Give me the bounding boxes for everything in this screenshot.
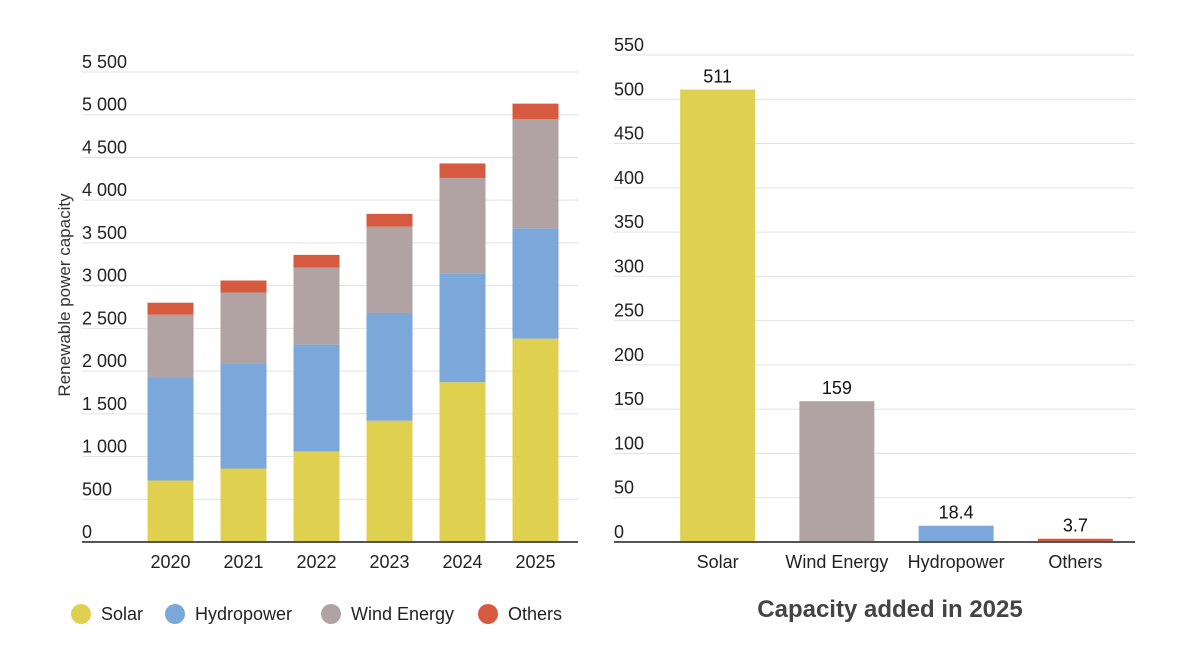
left-y-tick-label: 5 000 xyxy=(82,95,127,115)
left-x-tick-label: 2025 xyxy=(515,552,555,572)
left-y-axis-label: Renewable power capacity xyxy=(55,193,74,397)
legend-marker-others xyxy=(478,604,498,624)
left-y-tick-label: 3 500 xyxy=(82,223,127,243)
left-x-tick-label: 2020 xyxy=(150,552,190,572)
left-y-tick-labels: 0 500 1 000 1 500 2 000 2 500 3 000 3 500 4 000 4… xyxy=(82,52,127,542)
right-x-tick-label: Solar xyxy=(697,552,739,572)
right-bar-chart: 0 50 100 150 200 250 300 350 400 450 500 550 511 159… xyxy=(614,35,1135,623)
legend-label: Hydropower xyxy=(195,604,292,624)
right-y-tick-label: 550 xyxy=(614,35,644,55)
bar-wind-energy xyxy=(799,401,875,542)
data-label: 18.4 xyxy=(939,503,974,523)
left-y-tick-label: 1 000 xyxy=(82,437,127,457)
bar-segment-wind-energy xyxy=(220,292,267,364)
bar-others xyxy=(1037,538,1113,542)
bar-segment-hydropower xyxy=(512,228,559,339)
bar-segment-wind-energy xyxy=(293,267,340,345)
left-y-tick-label: 3 000 xyxy=(82,266,127,286)
bar-hydropower xyxy=(918,525,994,542)
bar-segment-solar xyxy=(439,382,486,542)
left-y-tick-label: 0 xyxy=(82,522,92,542)
left-bars xyxy=(147,103,559,542)
left-x-tick-label: 2021 xyxy=(223,552,263,572)
right-chart-title: Capacity added in 2025 xyxy=(757,596,1022,623)
data-label: 3.7 xyxy=(1063,516,1088,536)
bar-segment-others xyxy=(512,103,559,119)
bar-segment-wind-energy xyxy=(147,314,194,378)
bar-segment-solar xyxy=(147,480,194,542)
right-x-tick-label: Wind Energy xyxy=(785,552,888,572)
bar-segment-others xyxy=(293,254,340,268)
right-data-labels: 511 159 18.4 3.7 xyxy=(703,67,1088,536)
data-label: 159 xyxy=(822,378,852,398)
right-y-tick-label: 300 xyxy=(614,256,644,276)
bar-segment-hydropower xyxy=(220,363,267,469)
bar-segment-hydropower xyxy=(366,312,413,421)
legend-marker-solar xyxy=(71,604,91,624)
right-y-tick-label: 500 xyxy=(614,79,644,99)
right-y-tick-label: 450 xyxy=(614,124,644,144)
left-y-tick-label: 1 500 xyxy=(82,394,127,414)
bar-segment-hydropower xyxy=(147,377,194,481)
right-y-tick-label: 100 xyxy=(614,433,644,453)
right-x-tick-label: Others xyxy=(1048,552,1102,572)
left-y-tick-label: 4 500 xyxy=(82,137,127,157)
right-x-tick-labels: Solar Wind Energy Hydropower Others xyxy=(697,552,1103,572)
right-y-tick-label: 0 xyxy=(614,522,624,542)
bar-segment-others xyxy=(366,213,413,227)
bar-segment-hydropower xyxy=(439,273,486,383)
left-x-tick-labels: 2020 2021 2022 2023 2024 2025 xyxy=(150,552,555,572)
bar-segment-solar xyxy=(293,451,340,542)
bar-segment-solar xyxy=(512,338,559,542)
left-x-tick-label: 2022 xyxy=(296,552,336,572)
bar-segment-others xyxy=(147,302,194,315)
right-y-tick-label: 350 xyxy=(614,212,644,232)
bar-solar xyxy=(680,89,756,543)
left-x-tick-label: 2023 xyxy=(369,552,409,572)
left-y-tick-label: 2 500 xyxy=(82,308,127,328)
left-x-tick-label: 2024 xyxy=(442,552,482,572)
bar-segment-wind-energy xyxy=(512,119,559,229)
bar-segment-solar xyxy=(220,468,267,542)
right-y-tick-label: 200 xyxy=(614,345,644,365)
right-x-tick-label: Hydropower xyxy=(908,552,1005,572)
legend-marker-wind-energy xyxy=(321,604,341,624)
bar-segment-others xyxy=(439,163,486,178)
bar-segment-hydropower xyxy=(293,344,340,452)
right-bars xyxy=(680,89,1113,543)
data-label: 511 xyxy=(703,67,732,87)
legend-label: Others xyxy=(508,604,562,624)
bar-segment-wind-energy xyxy=(439,177,486,274)
left-stacked-bar-chart: 0 500 1 000 1 500 2 000 2 500 3 000 3 500 4 000 4… xyxy=(55,52,578,624)
legend-marker-hydropower xyxy=(165,604,185,624)
right-y-tick-label: 250 xyxy=(614,301,644,321)
right-y-tick-label: 400 xyxy=(614,168,644,188)
bar-segment-solar xyxy=(366,420,413,542)
bar-segment-others xyxy=(220,280,267,293)
right-y-tick-label: 50 xyxy=(614,478,634,498)
legend-label: Solar xyxy=(101,604,143,624)
legend-label: Wind Energy xyxy=(351,604,454,624)
right-y-tick-label: 150 xyxy=(614,389,644,409)
left-y-tick-label: 5 500 xyxy=(82,52,127,72)
legend: Solar Hydropower Wind Energy Others xyxy=(71,604,562,624)
left-y-tick-label: 500 xyxy=(82,479,112,499)
right-y-tick-labels: 0 50 100 150 200 250 300 350 400 450 500 550 xyxy=(614,35,644,542)
bar-segment-wind-energy xyxy=(366,226,413,313)
left-y-tick-label: 4 000 xyxy=(82,180,127,200)
left-y-tick-label: 2 000 xyxy=(82,351,127,371)
